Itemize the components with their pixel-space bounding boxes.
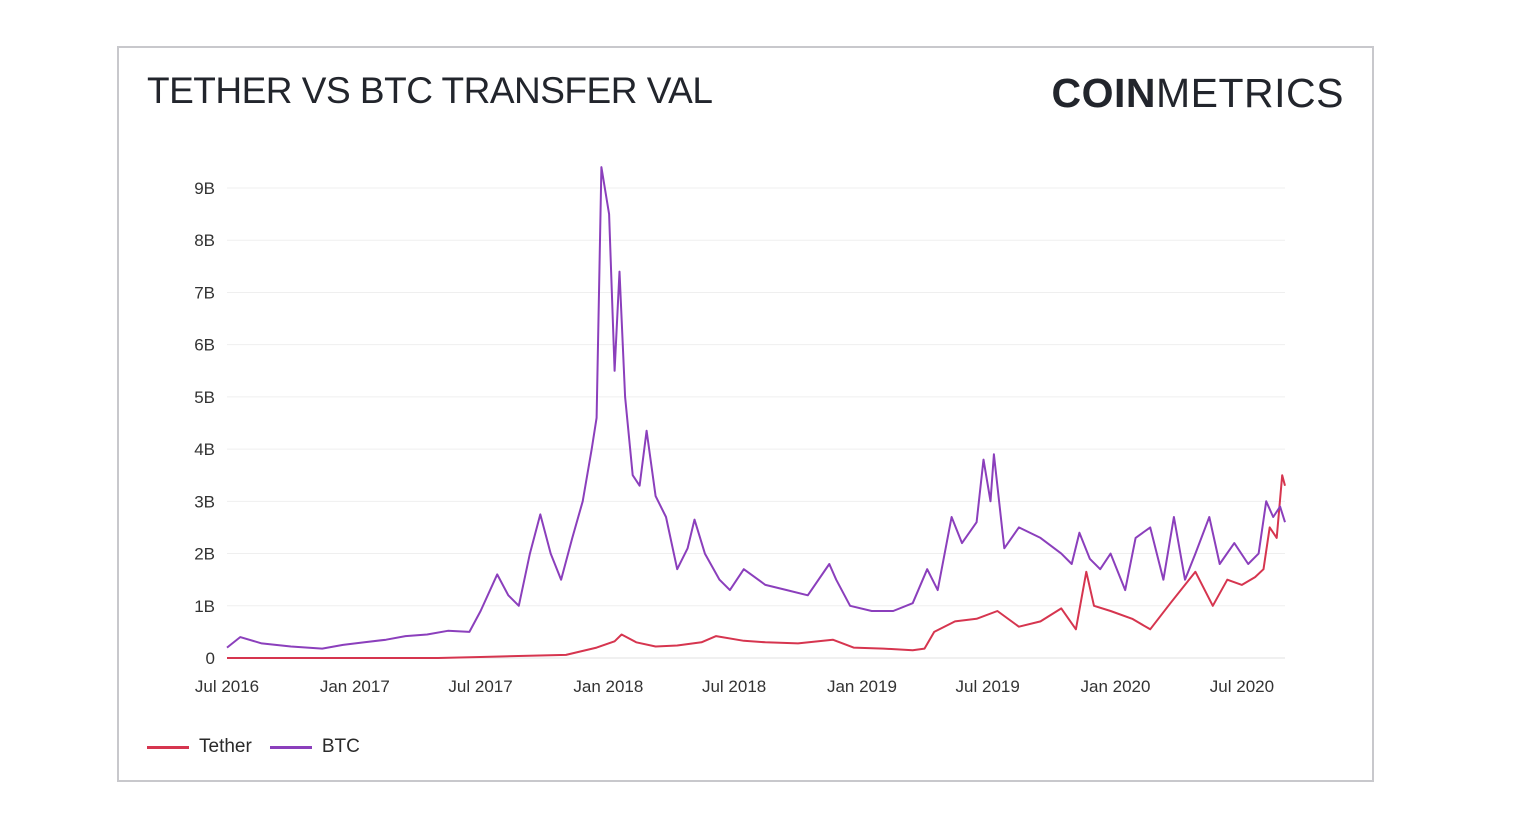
legend-item-tether[interactable]: Tether — [147, 736, 252, 758]
y-tick-label: 1B — [194, 597, 215, 616]
series-line-btc[interactable] — [226, 166, 1286, 650]
x-tick-label: Jul 2020 — [1210, 677, 1274, 696]
logo-bold-text: COIN — [1051, 70, 1156, 116]
grid-lines — [227, 187, 1285, 659]
legend-item-btc[interactable]: BTC — [269, 736, 360, 758]
y-tick-label: 8B — [194, 231, 215, 250]
logo-thin-text: METRICS — [1156, 70, 1344, 116]
legend-label-tether: Tether — [199, 736, 252, 757]
y-tick-label: 3B — [194, 492, 215, 511]
x-tick-label: Jul 2018 — [702, 677, 766, 696]
chart-card: TETHER VS BTC TRANSFER VAL COINMETRICS 0… — [117, 46, 1374, 782]
x-tick-label: Jul 2016 — [195, 677, 259, 696]
x-tick-label: Jan 2019 — [827, 677, 897, 696]
coinmetrics-logo: COINMETRICS — [1052, 70, 1345, 117]
chart-title: TETHER VS BTC TRANSFER VAL — [147, 70, 713, 111]
y-tick-label: 9B — [194, 179, 215, 198]
x-tick-label: Jul 2019 — [956, 677, 1020, 696]
y-tick-label: 4B — [194, 440, 215, 459]
series-line-tether[interactable] — [227, 474, 1286, 659]
x-axis-labels: Jul 2016 Jan 2017 Jul 2017 Jan 2018 Jul 2018… — [195, 677, 1274, 696]
x-tick-label: Jul 2017 — [448, 677, 512, 696]
y-tick-label: 6B — [194, 336, 215, 355]
legend-swatch-btc — [269, 745, 312, 749]
series-lines — [226, 166, 1286, 659]
legend-label-btc: BTC — [321, 736, 360, 757]
x-tick-label: Jan 2018 — [573, 677, 643, 696]
y-tick-label: 7B — [194, 283, 215, 302]
legend: Tether BTC — [147, 736, 360, 758]
x-tick-label: Jan 2017 — [320, 677, 390, 696]
y-tick-label: 0 — [206, 649, 215, 668]
legend-swatch-tether — [147, 745, 189, 749]
x-tick-label: Jan 2020 — [1081, 677, 1151, 696]
y-tick-label: 2B — [194, 545, 215, 564]
y-tick-label: 5B — [194, 388, 215, 407]
y-axis-labels: 0 1B 2B 3B 4B 5B 6B 7B 8B 9B — [194, 179, 215, 668]
